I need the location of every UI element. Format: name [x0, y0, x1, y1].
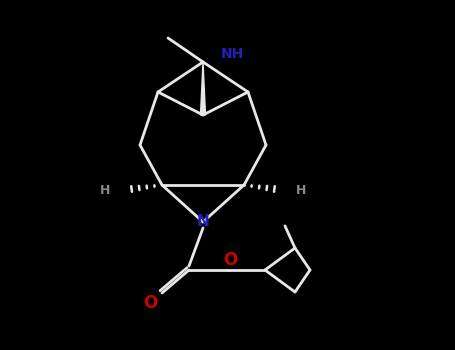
Text: O: O [143, 294, 157, 312]
Text: H: H [296, 184, 306, 197]
Text: NH: NH [221, 47, 244, 61]
Text: O: O [223, 251, 237, 269]
Text: N: N [197, 215, 209, 230]
Text: H: H [100, 184, 110, 197]
Polygon shape [201, 62, 206, 115]
